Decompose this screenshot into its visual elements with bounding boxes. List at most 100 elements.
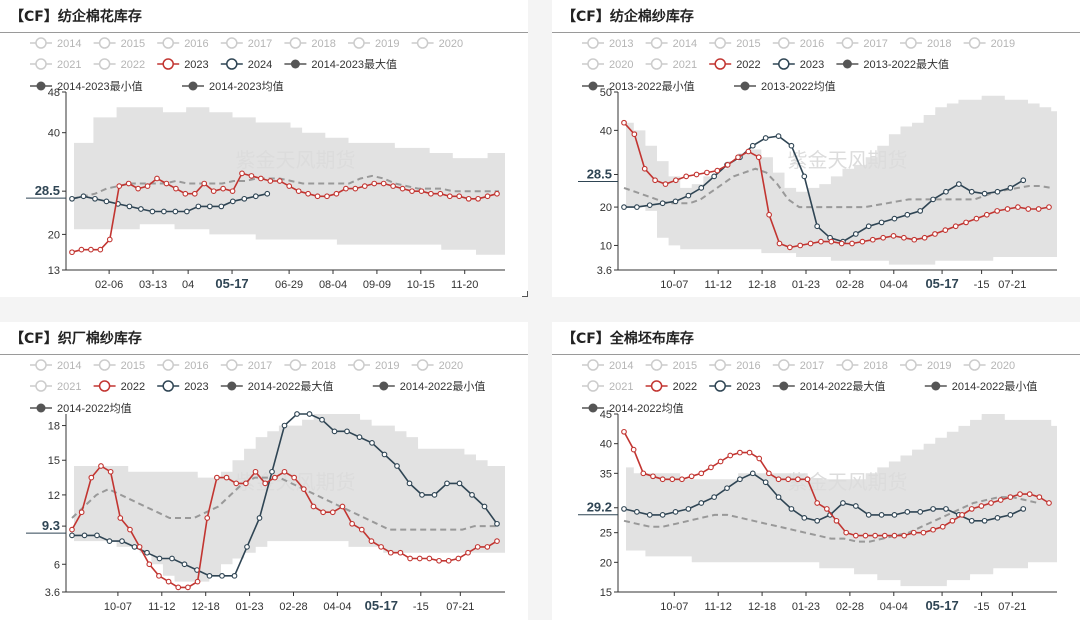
- legend-item-2014[interactable]: 2014: [57, 38, 81, 50]
- legend-item-2014-2023[interactable]: 2014-2023均值: [209, 80, 284, 93]
- legend-item-2024[interactable]: 2024: [248, 59, 272, 71]
- data-point-2023: [125, 180, 132, 187]
- chart-svg: 2013 2014 2015 2016 2017 2018 2019 2020 2021 2022…: [578, 37, 1057, 291]
- legend-item-2020[interactable]: 2020: [609, 59, 633, 71]
- legend-item-2014-2022[interactable]: 2014-2022均值: [609, 402, 684, 415]
- data-point-2022: [1046, 500, 1052, 506]
- legend-item-2019[interactable]: 2019: [991, 38, 1015, 50]
- data-point-2023: [210, 188, 217, 195]
- legend-item-2023[interactable]: 2023: [184, 381, 208, 393]
- data-point-2023: [1020, 177, 1027, 184]
- legend-item-2021[interactable]: 2021: [673, 59, 697, 71]
- legend-item-2017[interactable]: 2017: [800, 360, 824, 372]
- data-point-2023: [431, 492, 438, 498]
- legend-item-2013[interactable]: 2013: [609, 38, 633, 50]
- legend-item-2016[interactable]: 2016: [736, 360, 760, 372]
- legend-item-2016[interactable]: 2016: [184, 38, 208, 50]
- data-point-2023: [173, 185, 179, 192]
- data-point-2023: [456, 480, 463, 487]
- legend-item-2019[interactable]: 2019: [927, 360, 951, 372]
- legend-item-2014[interactable]: 2014: [57, 360, 81, 372]
- x-tick-label: 07-21: [446, 601, 474, 613]
- legend-item-2019[interactable]: 2019: [375, 360, 399, 372]
- legend-item-2017[interactable]: 2017: [863, 38, 887, 50]
- legend-item-2023[interactable]: 2023: [800, 59, 824, 71]
- legend-item-2018[interactable]: 2018: [311, 360, 335, 372]
- y-tick-label: 9.3: [42, 518, 60, 533]
- legend-item-2020[interactable]: 2020: [991, 360, 1015, 372]
- legend-item-2015[interactable]: 2015: [673, 360, 697, 372]
- data-point-2022: [223, 474, 230, 481]
- legend-item-2014-2022[interactable]: 2014-2022最小值: [952, 380, 1038, 393]
- legend-item-2013-2022[interactable]: 2013-2022均值: [761, 80, 836, 93]
- data-point-2023: [788, 506, 795, 512]
- data-point-2022: [1035, 206, 1042, 212]
- legend-item-2014-2022[interactable]: 2014-2022最大值: [800, 379, 886, 393]
- legend-item-2020[interactable]: 2020: [439, 360, 463, 372]
- data-point-2023: [201, 180, 208, 187]
- legend-item-2018[interactable]: 2018: [863, 360, 887, 372]
- data-point-2022: [795, 476, 801, 483]
- data-point-2023: [711, 494, 718, 500]
- x-tick-label: 10-15: [407, 279, 435, 291]
- data-point-2023: [182, 190, 189, 197]
- legend-item-2021[interactable]: 2021: [57, 59, 81, 71]
- data-point-2022: [787, 244, 793, 251]
- data-point-2022: [949, 517, 956, 524]
- legend-item-2022[interactable]: 2022: [736, 59, 760, 71]
- x-tick-label: 12-18: [748, 601, 776, 613]
- data-point-2022: [426, 555, 433, 562]
- legend-item-2022[interactable]: 2022: [121, 381, 145, 393]
- legend-item-2015[interactable]: 2015: [121, 360, 145, 372]
- legend-item-2014[interactable]: 2014: [673, 38, 697, 50]
- legend-item-2023[interactable]: 2023: [184, 59, 208, 71]
- legend-item-2014-2022[interactable]: 2014-2022最小值: [400, 380, 486, 393]
- legend-item-2020[interactable]: 2020: [439, 38, 463, 50]
- data-point-2023: [775, 133, 782, 139]
- legend-item-2018[interactable]: 2018: [311, 38, 335, 50]
- data-point-2024: [264, 190, 271, 197]
- y-tick-label: 40: [600, 125, 612, 137]
- data-point-2023: [634, 509, 640, 515]
- legend-item-2016[interactable]: 2016: [184, 360, 208, 372]
- data-point-2022: [156, 572, 162, 579]
- legend-item-2022[interactable]: 2022: [673, 381, 697, 393]
- data-point-2023: [248, 173, 255, 179]
- legend-item-2016[interactable]: 2016: [800, 38, 824, 50]
- legend-item-2018[interactable]: 2018: [927, 38, 951, 50]
- legend-item-2017[interactable]: 2017: [248, 360, 272, 372]
- data-point-2022: [368, 538, 375, 544]
- data-point-2023: [634, 204, 640, 210]
- legend-item-2014-2023[interactable]: 2014-2023最小值: [57, 80, 143, 93]
- legend-item-2015[interactable]: 2015: [736, 38, 760, 50]
- legend-item-2015[interactable]: 2015: [121, 38, 145, 50]
- data-point-2022: [358, 526, 365, 533]
- x-tick-label: 12-18: [192, 601, 220, 613]
- legend-item-2019[interactable]: 2019: [375, 38, 399, 50]
- data-point-2023: [494, 190, 500, 197]
- data-point-2023: [314, 193, 321, 200]
- legend-item-2017[interactable]: 2017: [248, 38, 272, 50]
- legend-item-2021[interactable]: 2021: [609, 381, 633, 393]
- data-point-2023: [698, 185, 705, 191]
- legend-item-2023[interactable]: 2023: [736, 381, 760, 393]
- legend-item-2022[interactable]: 2022: [121, 59, 145, 71]
- legend-item-2014[interactable]: 2014: [609, 360, 633, 372]
- legend-item-2014-2022[interactable]: 2014-2022均值: [57, 402, 132, 415]
- legend-marker-2014-2022: [931, 381, 941, 391]
- data-point-2022: [683, 173, 690, 180]
- data-point-2023: [446, 193, 453, 200]
- legend-marker-2018: [905, 37, 917, 49]
- legend-item-2013-2022[interactable]: 2013-2022最小值: [609, 80, 695, 93]
- legend-item-2021[interactable]: 2021: [57, 381, 81, 393]
- data-point-2023: [646, 512, 653, 518]
- legend-item-2014-2022[interactable]: 2014-2022最大值: [248, 379, 334, 393]
- data-point-2023: [371, 180, 378, 187]
- data-point-2022: [818, 238, 824, 245]
- data-point-2022: [698, 470, 705, 477]
- legend-marker-2014-2023: [290, 59, 300, 69]
- legend-item-2014-2023[interactable]: 2014-2023最大值: [311, 57, 397, 71]
- legend-item-2013-2022[interactable]: 2013-2022最大值: [863, 57, 949, 71]
- resize-handle[interactable]: [522, 291, 528, 297]
- legend-marker-2020: [416, 37, 429, 49]
